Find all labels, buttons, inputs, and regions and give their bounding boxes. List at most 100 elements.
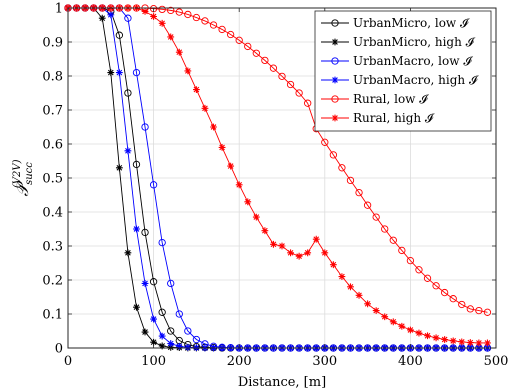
data-point [167, 343, 175, 351]
data-point [175, 48, 183, 56]
data-point [398, 322, 406, 330]
data-point [329, 261, 337, 269]
data-point [107, 69, 115, 76]
x-tick-label: 500 [484, 354, 509, 369]
data-point [304, 249, 312, 257]
data-point [98, 14, 106, 22]
data-point [201, 17, 209, 25]
data-point [184, 10, 192, 19]
data-point [458, 338, 466, 346]
data-point [158, 308, 166, 316]
data-point [466, 305, 474, 313]
data-point [132, 68, 141, 77]
data-point [175, 342, 183, 350]
x-tick-label: 100 [141, 354, 166, 369]
data-point [158, 5, 166, 14]
data-point [304, 99, 312, 107]
data-point [149, 278, 158, 286]
legend-marker [331, 95, 339, 103]
data-point [321, 138, 329, 146]
data-point [210, 123, 217, 131]
data-point [158, 342, 166, 350]
data-point [115, 31, 124, 39]
data-point [407, 326, 414, 334]
data-point [150, 338, 157, 346]
y-tick-label: 0 [55, 342, 63, 357]
data-point [167, 279, 175, 288]
y-tick-label: 0.2 [42, 274, 63, 289]
data-point [261, 227, 269, 235]
data-point [355, 188, 363, 197]
data-point [458, 300, 466, 309]
data-point [372, 213, 380, 221]
legend-marker [331, 76, 339, 84]
data-point [132, 160, 141, 169]
y-tick-label: 0.5 [42, 172, 63, 187]
data-point [141, 228, 149, 237]
data-point [398, 246, 406, 255]
data-point [432, 334, 440, 342]
y-axis-label-subscript: succ [24, 162, 35, 185]
y-axis-label: 𝒫succ(V2V) [12, 159, 35, 196]
data-point [218, 25, 226, 34]
y-tick-label: 0.8 [42, 70, 63, 85]
data-point [133, 225, 140, 233]
data-point [406, 256, 415, 265]
y-tick-label: 0.1 [42, 308, 63, 323]
data-point [269, 64, 278, 72]
data-point [338, 164, 346, 172]
axis-ticks [67, 7, 497, 349]
data-point [321, 249, 329, 257]
y-tick-label: 0.7 [42, 104, 63, 119]
data-point [124, 89, 132, 97]
data-point [141, 328, 149, 336]
y-tick-label: 1 [55, 2, 63, 17]
legend-label: UrbanMacro, low 𝓘 [353, 54, 473, 68]
data-point [133, 303, 140, 311]
data-point [192, 13, 201, 22]
data-point [364, 300, 371, 308]
legend-label: UrbanMacro, high 𝓘 [353, 73, 479, 87]
data-point [415, 266, 423, 274]
data-point [424, 332, 431, 340]
data-point [193, 86, 200, 93]
data-point [381, 313, 389, 321]
data-point [484, 339, 491, 347]
legend-item: UrbanMicro, high 𝓘 [321, 35, 476, 49]
data-point [227, 162, 235, 170]
x-tick-label: 0 [64, 354, 72, 369]
data-point [150, 315, 157, 323]
data-point [218, 144, 226, 151]
legend-item: UrbanMacro, high 𝓘 [321, 73, 479, 87]
data-point [107, 11, 115, 19]
data-point [389, 318, 397, 326]
legend-marker [331, 114, 339, 122]
x-axis-label: Distance, [m] [238, 375, 326, 390]
data-point [278, 72, 286, 80]
x-tick-label: 200 [227, 354, 252, 369]
data-point [483, 308, 492, 316]
data-point [175, 8, 183, 16]
legend-item: Rural, high 𝓘 [321, 111, 435, 125]
legend: UrbanMicro, low 𝓘 UrbanMicro, high 𝓘 Urban… [314, 10, 492, 132]
legend-marker [331, 57, 339, 65]
data-point [184, 67, 192, 75]
data-point [244, 42, 252, 51]
data-point [338, 273, 346, 280]
y-tick-label: 0.9 [42, 36, 63, 51]
data-point [432, 282, 440, 290]
data-point [372, 307, 380, 314]
data-point [270, 240, 277, 248]
data-point [167, 340, 175, 347]
data-point [235, 181, 243, 189]
data-point [449, 337, 457, 345]
data-point [278, 242, 286, 250]
data-point [244, 198, 252, 206]
data-point [184, 327, 192, 335]
y-axis-label-superscript: (V2V) [12, 159, 23, 188]
y-tick-label: 0.4 [42, 206, 63, 221]
data-point [141, 8, 149, 15]
y-tick-label: 0.6 [42, 138, 63, 153]
y-tick-label: 0.3 [42, 240, 63, 255]
